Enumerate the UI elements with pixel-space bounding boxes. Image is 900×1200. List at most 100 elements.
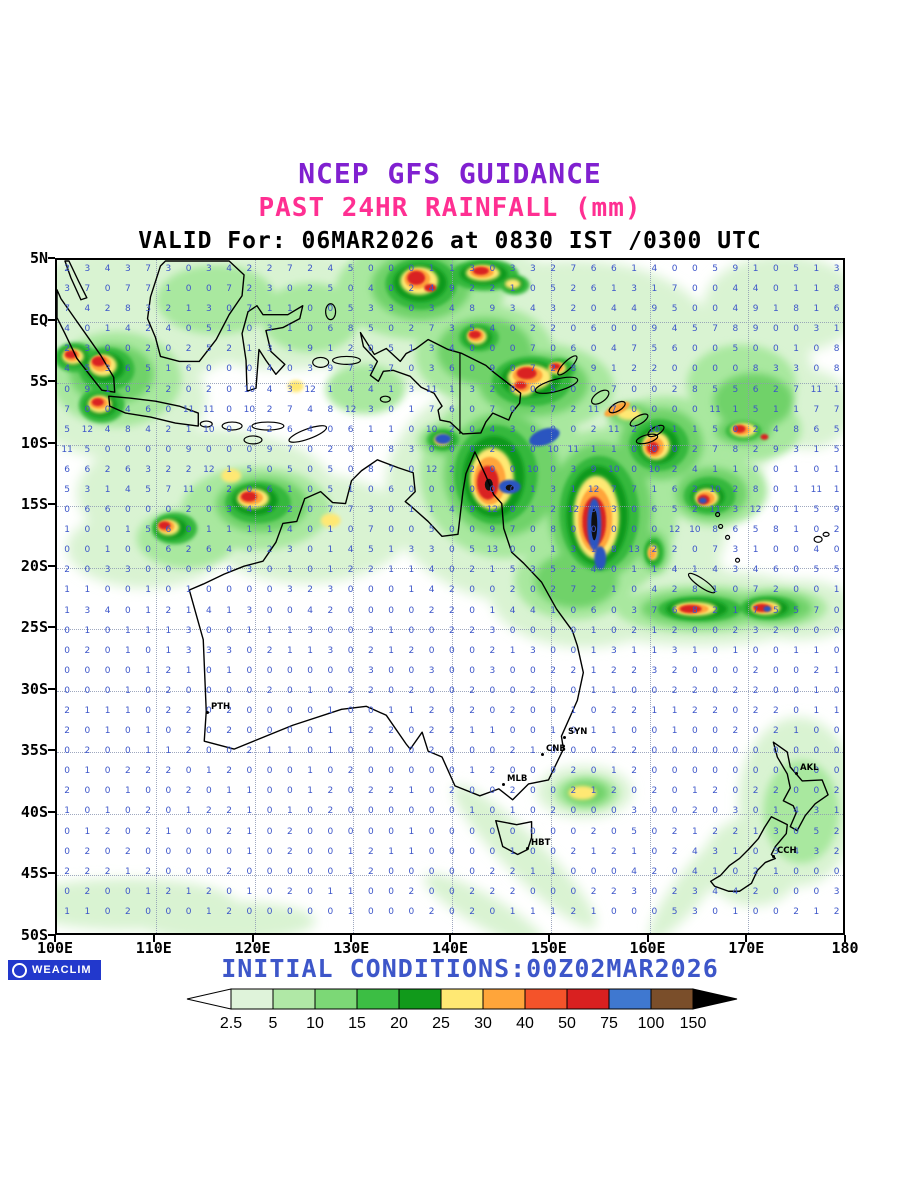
gridpoint-value: 1	[570, 706, 577, 716]
gridpoint-value: 2	[165, 464, 172, 475]
gridpoint-value: 0	[509, 625, 516, 636]
gridpoint-value: 3	[550, 304, 556, 315]
gridpoint-value: 2	[246, 746, 253, 757]
gridpoint-value: 0	[145, 505, 151, 516]
gridpoint-value: 4	[631, 304, 637, 315]
gridpoint-value: 6	[125, 364, 131, 375]
gridpoint-value: 0	[449, 886, 455, 897]
gridpoint-value: 0	[185, 384, 192, 395]
gridpoint-value: 2	[752, 786, 759, 797]
gridpoint-value: 0	[84, 685, 91, 696]
gridpoint-value: 5	[509, 565, 516, 576]
gridpoint-value: 0	[408, 766, 415, 777]
gridpoint-value: 1	[408, 826, 415, 837]
gridpoint-value: 8	[125, 304, 131, 315]
gridpoint-value: 0	[773, 685, 779, 696]
gridpoint-value: 4	[145, 424, 151, 435]
gridpoint-value: 2	[84, 645, 91, 656]
gridpoint-value: 2	[732, 826, 739, 837]
gridpoint-value: 0	[388, 505, 394, 516]
gridpoint-value: 0	[469, 404, 475, 415]
gridpoint-value: 0	[226, 304, 232, 315]
gridpoint-value: 0	[651, 685, 658, 696]
gridpoint-row: 211102202000010011202020010221122022011	[57, 705, 843, 717]
gridpoint-value: 4	[307, 424, 313, 435]
coastlines	[57, 260, 830, 892]
gridpoint-value: 0	[408, 866, 415, 877]
gridpoint-value: 3	[287, 585, 293, 596]
gridpoint-value: 0	[489, 264, 496, 274]
gridpoint-value: 0	[408, 906, 415, 917]
gridpoint-value: 1	[388, 625, 394, 636]
gridpoint-value: 0	[509, 766, 516, 777]
gridpoint-value: 2	[368, 645, 374, 656]
gridpoint-value: 2	[671, 464, 678, 475]
gridpoint-value: 4	[752, 565, 759, 576]
gridpoint-value: 0	[752, 906, 759, 917]
gridpoint-value: 5	[671, 906, 678, 917]
gridpoint-value: 0	[692, 304, 698, 315]
lon-tick-label: 100E	[36, 939, 74, 957]
gridpoint-value: 0	[388, 886, 394, 897]
gridpoint-value: 4	[266, 364, 273, 375]
gridpoint-value: 0	[570, 525, 577, 536]
gridpoint-value: 7	[550, 404, 556, 415]
gridpoint-value: 3	[368, 404, 374, 415]
gridpoint-value: 0	[570, 625, 577, 636]
gridpoint-value: 0	[185, 906, 192, 917]
gridpoint-value: 0	[631, 384, 637, 395]
gridpoint-value: 0	[550, 645, 556, 656]
gridpoint-value: 2	[104, 866, 111, 877]
gridpoint-value: 6	[671, 605, 678, 616]
gridpoint-value: 3	[570, 464, 577, 475]
lat-tick	[48, 687, 55, 690]
gridpoint-value: 2	[813, 665, 820, 676]
gridpoint-value: 2	[570, 304, 577, 315]
gridpoint-value: 2	[489, 645, 496, 656]
gridpoint-value: 6	[732, 525, 739, 536]
lat-tick-label: 10S	[20, 433, 48, 452]
gridpoint-value: 2	[671, 886, 678, 897]
gridpoint-value: 0	[530, 444, 536, 455]
gridpoint-value: 0	[469, 364, 475, 375]
gridpoint-value: 2	[692, 685, 698, 696]
gridpoint-value: 0	[206, 826, 212, 837]
gridpoint-value: 3	[327, 585, 334, 596]
gridpoint-value: 1	[530, 485, 536, 495]
gridpoint-value: 5	[833, 424, 840, 435]
colorbar-label: 2.5	[220, 1015, 242, 1032]
gridpoint-value: 2	[530, 404, 536, 415]
gridpoint-value: 2	[671, 625, 678, 636]
lon-tick	[152, 935, 155, 942]
australia-coast	[188, 451, 585, 801]
gridpoint-value: 2	[550, 665, 556, 676]
gridpoint-value: 1	[631, 846, 637, 857]
gridpoint-value: 3	[84, 344, 91, 355]
gridpoint-value: 5	[84, 364, 91, 375]
gridpoint-value: 0	[590, 706, 597, 716]
gridpoint-value: 2	[64, 565, 70, 576]
gridpoint-value: 0	[752, 806, 759, 817]
lon-tick-label: 180	[831, 939, 859, 957]
gridpoint-value: 1	[813, 906, 820, 917]
gridpoint-row: 0 9 1 0 2 2 0 2 0 10 4 3 12 1 4 4 1 3 11 1 3 2 0 0 5 0 0 7 0 0 2 8 5 5 6 2 7…	[57, 384, 843, 396]
gridpoint-value: 0	[84, 806, 91, 817]
gridpoint-value: 8	[833, 364, 840, 375]
gridpoint-value: 3	[206, 645, 212, 656]
gridpoint-value: 0	[651, 384, 658, 395]
gridpoint-row: 11 5 0 0 0 0 9 0 0 0 9 7 0 2 0 0 8 3 0 0 0 2 3 0 10 11 1 1 0 0 0 2 7 8 2 9 3…	[57, 444, 843, 456]
gridpoint-value: 0	[388, 866, 394, 877]
gridpoint-value: 0	[793, 625, 799, 636]
gridpoint-value: 1	[428, 505, 435, 516]
gridpoint-value: 0	[266, 766, 273, 777]
gridpoint-value: 4	[732, 304, 739, 315]
colorbar-segment	[608, 988, 652, 1010]
gridpoint-value: 1	[327, 525, 334, 536]
gridpoint-value: 6	[611, 264, 617, 274]
gridpoint-value: 0	[509, 665, 516, 676]
colorbar-label: 20	[390, 1015, 408, 1032]
gridpoint-value: 1	[813, 264, 820, 274]
gridpoint-value: 0	[104, 685, 111, 696]
gridpoint-value: 0	[530, 545, 536, 556]
graticule	[57, 260, 843, 933]
